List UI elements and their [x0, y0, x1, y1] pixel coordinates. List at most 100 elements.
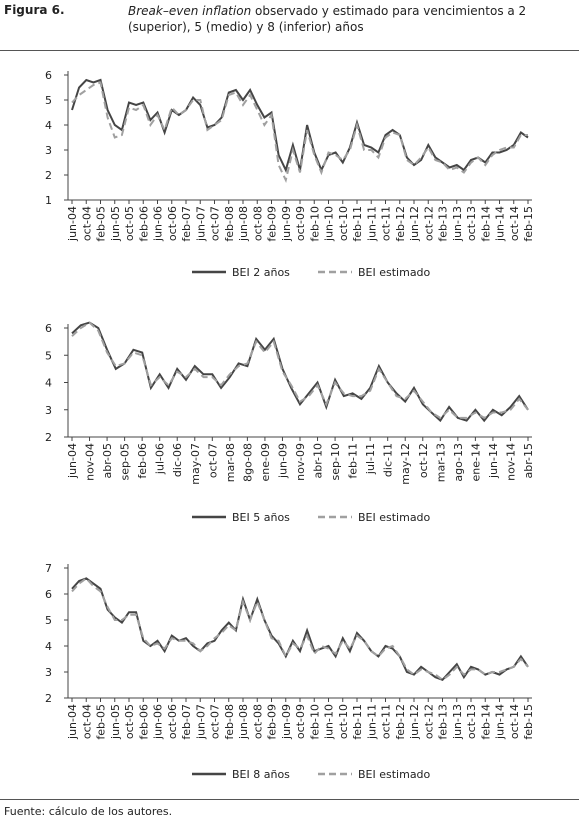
x-tick-label: oct-12 [417, 443, 430, 478]
x-tick-label: abr-10 [312, 443, 325, 479]
x-tick-label: feb-11 [351, 704, 364, 740]
legend-label: BEI estimado [358, 511, 431, 524]
x-tick-label: jun-04 [66, 704, 79, 740]
x-tick-label: sep-10 [329, 443, 342, 480]
x-tick-label: oct-14 [508, 704, 521, 739]
x-tick-label: oct-13 [465, 704, 478, 739]
y-tick-label: 4 [45, 377, 52, 390]
x-tick-label: oct-06 [166, 206, 179, 241]
y-tick-label: 1 [45, 194, 52, 207]
x-tick-label: feb-13 [437, 206, 450, 242]
x-tick-label: nov-14 [504, 443, 517, 481]
x-tick-label: oct-09 [294, 704, 307, 739]
x-tick-label: nov-09 [294, 443, 307, 481]
x-tick-label: feb-08 [223, 704, 236, 740]
x-tick-label: oct-14 [508, 206, 521, 241]
legend-label: BEI estimado [358, 768, 431, 781]
x-tick-label: oct-07 [209, 206, 222, 241]
x-tick-label: feb-15 [522, 206, 535, 242]
series-line [71, 81, 528, 183]
x-tick-label: oct-13 [465, 206, 478, 241]
x-tick-label: feb-15 [522, 704, 535, 740]
y-tick-label: 7 [45, 562, 52, 575]
legend-label: BEI estimado [358, 266, 431, 279]
x-tick-label: feb-11 [347, 443, 360, 479]
title-rest: observado y estimado para vencimientos a… [128, 4, 527, 34]
x-tick-label: jun-10 [323, 704, 336, 740]
x-tick-label: oct-12 [422, 704, 435, 739]
x-tick-label: jun-11 [365, 704, 378, 740]
x-tick-label: jun-06 [152, 206, 165, 242]
x-tick-label: feb-10 [308, 704, 321, 740]
x-tick-label: jun-09 [276, 443, 289, 479]
x-tick-label: jun-14 [494, 206, 507, 242]
x-tick-label: jul-11 [364, 443, 377, 475]
x-tick-label: jun-07 [194, 704, 207, 740]
x-tick-label: mar-13 [434, 443, 447, 482]
series-line [71, 321, 529, 423]
y-tick-label: 2 [45, 169, 52, 182]
y-tick-label: 2 [45, 692, 52, 705]
x-tick-label: feb-12 [394, 704, 407, 740]
title-italic: Break–even inflation [128, 4, 252, 18]
series-line [71, 321, 529, 420]
legend-label: BEI 8 años [232, 768, 290, 781]
x-tick-label: jun-11 [365, 206, 378, 242]
y-tick-label: 4 [45, 119, 52, 132]
x-tick-label: feb-13 [437, 704, 450, 740]
x-tick-label: jun-04 [66, 443, 79, 479]
x-tick-label: feb-06 [136, 443, 149, 479]
x-tick-label: oct-08 [251, 206, 264, 241]
y-tick-label: 6 [45, 322, 52, 335]
x-tick-label: jun-14 [487, 443, 500, 479]
x-tick-label: feb-06 [137, 704, 150, 740]
x-tick-label: oct-04 [80, 206, 93, 241]
x-tick-label: oct-07 [209, 704, 222, 739]
x-tick-label: abr-05 [101, 443, 114, 479]
x-tick-label: feb-11 [351, 206, 364, 242]
x-tick-label: oct-11 [380, 206, 393, 241]
x-tick-label: jun-04 [66, 206, 79, 242]
x-tick-label: mar-08 [224, 443, 237, 482]
x-tick-label: feb-10 [308, 206, 321, 242]
x-tick-label: dic-11 [382, 443, 395, 477]
series-line [71, 577, 529, 681]
x-tick-label: feb-07 [180, 206, 193, 242]
x-tick-label: feb-12 [394, 206, 407, 242]
series-line [71, 577, 529, 682]
x-tick-label: oct-06 [166, 704, 179, 739]
x-tick-label: 8go-08 [241, 443, 254, 482]
x-tick-label: jun-08 [237, 206, 250, 242]
x-tick-label: oct-07 [206, 443, 219, 478]
top-rule [0, 50, 579, 51]
x-tick-label: feb-05 [95, 704, 108, 740]
y-tick-label: 6 [45, 69, 52, 82]
y-tick-label: 5 [45, 614, 52, 627]
y-tick-label: 2 [45, 431, 52, 444]
x-tick-label: may-12 [399, 443, 412, 485]
x-tick-label: jun-05 [109, 704, 122, 740]
x-tick-label: jun-13 [451, 206, 464, 242]
legend-label: BEI 5 años [232, 511, 290, 524]
x-tick-label: oct-09 [294, 206, 307, 241]
x-tick-label: jun-08 [237, 704, 250, 740]
x-tick-label: jun-06 [152, 704, 165, 740]
x-tick-label: oct-10 [337, 206, 350, 241]
x-tick-label: oct-08 [251, 704, 264, 739]
x-tick-label: feb-14 [479, 704, 492, 740]
y-tick-label: 3 [45, 404, 52, 417]
x-tick-label: feb-14 [479, 206, 492, 242]
x-tick-label: oct-05 [123, 704, 136, 739]
y-tick-label: 6 [45, 588, 52, 601]
x-tick-label: jun-05 [109, 206, 122, 242]
x-tick-label: feb-08 [223, 206, 236, 242]
x-tick-label: jun-13 [451, 704, 464, 740]
x-tick-label: sep-05 [119, 443, 132, 480]
x-tick-label: jun-14 [494, 704, 507, 740]
x-tick-label: jun-09 [280, 206, 293, 242]
x-tick-label: abr-15 [522, 443, 535, 479]
x-tick-label: feb-09 [266, 704, 279, 740]
x-tick-label: feb-07 [180, 704, 193, 740]
